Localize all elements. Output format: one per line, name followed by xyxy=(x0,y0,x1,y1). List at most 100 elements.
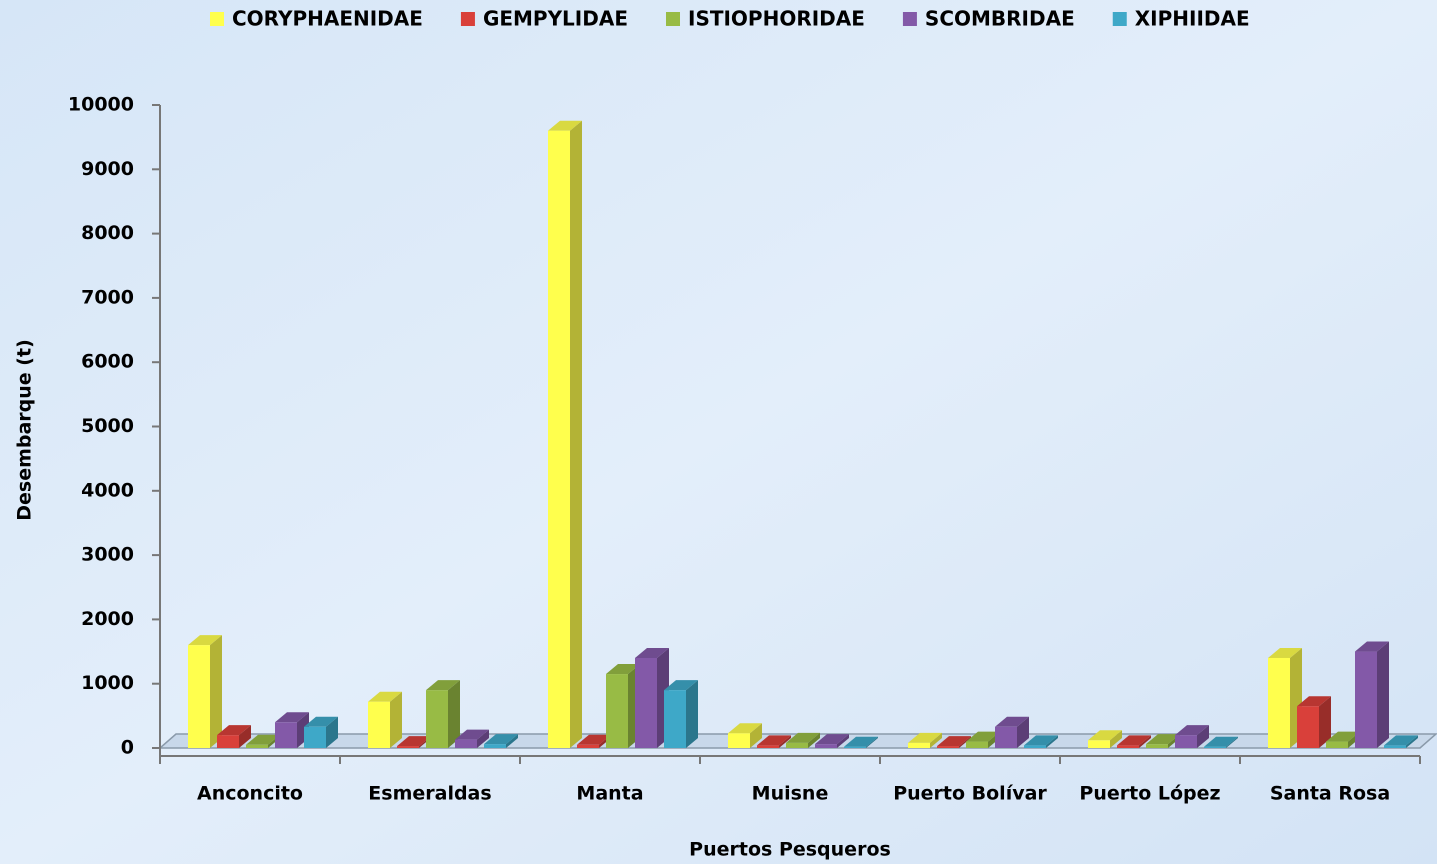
bar xyxy=(275,722,297,748)
bar-top xyxy=(577,734,611,745)
bar-top xyxy=(966,731,1000,742)
legend-swatch xyxy=(666,12,680,26)
bar xyxy=(1326,741,1348,748)
bar-top xyxy=(635,647,669,658)
y-tick-label: 8000 xyxy=(81,222,134,244)
legend-label: CORYPHAENIDAE xyxy=(232,7,423,31)
bar-top xyxy=(1297,696,1331,707)
bar xyxy=(664,690,686,748)
bar-side xyxy=(210,635,222,748)
y-tick-label: 7000 xyxy=(81,286,134,308)
bar-top xyxy=(937,736,971,747)
bar xyxy=(1146,744,1168,748)
bar-top xyxy=(1384,735,1418,746)
legend-swatch xyxy=(1112,12,1127,26)
legend-label: ISTIOPHORIDAE xyxy=(688,7,865,31)
bar xyxy=(577,744,599,748)
bar xyxy=(548,130,570,749)
bar-side xyxy=(837,734,849,748)
y-tick-label: 10000 xyxy=(68,94,134,116)
bar xyxy=(908,742,930,748)
legend-label: GEMPYLIDAE xyxy=(483,7,628,31)
bar-top xyxy=(188,635,222,646)
bar-top xyxy=(664,680,698,691)
bar xyxy=(844,746,866,748)
bar-top xyxy=(275,712,309,723)
bar-side xyxy=(506,734,518,748)
bar-side xyxy=(477,729,489,748)
legend-swatch xyxy=(460,12,475,26)
bar-side xyxy=(570,120,582,749)
bar xyxy=(728,733,750,748)
legend-swatch xyxy=(902,12,917,26)
bar xyxy=(1088,740,1110,748)
y-tick-label: 6000 xyxy=(81,351,134,373)
bar-top xyxy=(1024,735,1058,746)
bar xyxy=(1384,745,1406,748)
x-tick-label: Manta xyxy=(576,783,643,805)
bar-top xyxy=(368,691,402,702)
bar-top xyxy=(304,716,338,727)
y-tick-label: 3000 xyxy=(81,544,134,566)
bar-top xyxy=(1146,734,1180,745)
x-tick-label: Muisne xyxy=(752,783,829,805)
legend-label: SCOMBRIDAE xyxy=(925,7,1075,31)
x-tick-label: Santa Rosa xyxy=(1270,783,1390,805)
bar-side xyxy=(1110,730,1122,748)
bar-side xyxy=(1017,716,1029,748)
bar xyxy=(606,674,628,748)
bar-side xyxy=(239,725,251,748)
bar xyxy=(217,735,239,748)
bar xyxy=(455,739,477,748)
bar xyxy=(786,742,808,748)
bar xyxy=(1297,706,1319,748)
y-tick-label: 9000 xyxy=(81,158,134,180)
bar-side xyxy=(1139,735,1151,748)
bar-top xyxy=(995,716,1029,727)
legend-label: XIPHIIDAE xyxy=(1135,7,1250,31)
y-axis-title: Desembarque (t) xyxy=(14,339,36,521)
bar-side xyxy=(1226,736,1238,748)
bar-top xyxy=(1326,731,1360,742)
bar-side xyxy=(1319,696,1331,748)
bar xyxy=(397,746,419,748)
bar xyxy=(1117,745,1139,748)
bar-top xyxy=(1268,647,1302,658)
bar-top xyxy=(786,732,820,743)
y-tick-label: 1000 xyxy=(81,672,134,694)
bar xyxy=(1204,746,1226,748)
y-tick-label: 5000 xyxy=(81,415,134,437)
bar xyxy=(966,741,988,748)
bar-top xyxy=(548,120,582,131)
bar-top xyxy=(908,732,942,743)
x-axis-title: Puertos Pesqueros xyxy=(689,839,891,861)
bar-top xyxy=(728,723,762,734)
bar-side xyxy=(779,735,791,748)
legend-swatch xyxy=(210,12,224,26)
bar xyxy=(426,690,448,748)
bar-top xyxy=(484,734,518,745)
bar xyxy=(1268,657,1290,748)
bar xyxy=(1355,651,1377,748)
bar xyxy=(484,744,506,748)
bar xyxy=(995,726,1017,748)
bar-top xyxy=(606,664,640,675)
bar-top xyxy=(1355,641,1389,652)
bar-side xyxy=(930,732,942,748)
bar xyxy=(635,657,657,748)
y-tick-label: 2000 xyxy=(81,608,134,630)
bar-side xyxy=(1197,725,1209,748)
x-tick-label: Puerto López xyxy=(1079,783,1220,805)
bar xyxy=(937,746,959,748)
bar-side xyxy=(1046,735,1058,748)
bar-top xyxy=(455,729,489,740)
bar-top xyxy=(844,736,878,747)
bar xyxy=(246,744,268,748)
bar-side xyxy=(808,732,820,748)
bar xyxy=(304,726,326,748)
bar-side xyxy=(959,736,971,748)
bar-top xyxy=(246,734,280,745)
bar xyxy=(1024,745,1046,748)
bar-top xyxy=(1175,725,1209,736)
